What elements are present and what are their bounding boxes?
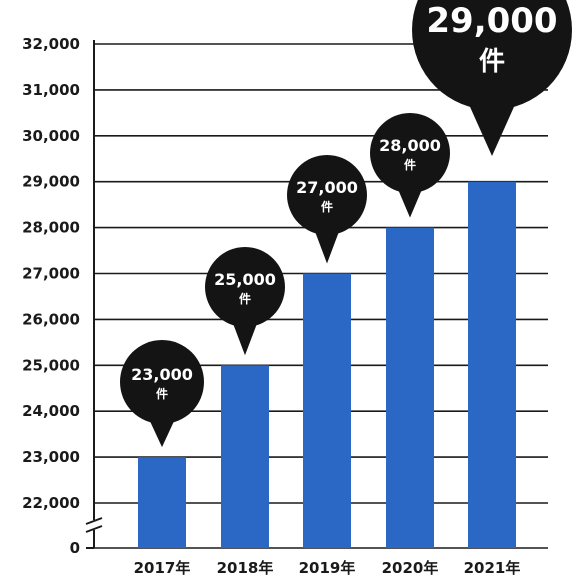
value-bubble: 29,000 件 <box>412 0 572 156</box>
value-bubble: 28,000 件 <box>370 113 450 218</box>
bubble-circle <box>412 0 572 110</box>
value-bubble: 25,000 件 <box>205 247 285 356</box>
y-tick-labels: 0 22,000 23,000 24,000 25,000 26,000 27,000 28,… <box>22 35 80 557</box>
bar <box>303 273 351 548</box>
bubble-circle <box>205 247 285 327</box>
bar-value-label: 29,000 <box>426 1 557 41</box>
bar-value-label: 23,000 <box>131 365 193 384</box>
bubble-circle <box>120 340 204 424</box>
bubble-pointer <box>148 418 176 448</box>
y-tick-label: 31,000 <box>22 81 80 99</box>
x-tick-label: 2019年 <box>299 559 356 577</box>
y-tick-label: 22,000 <box>22 494 80 512</box>
y-tick-label: 0 <box>70 539 80 557</box>
bar-value-unit: 件 <box>321 199 333 214</box>
bubble-pointer <box>397 187 423 218</box>
y-tick-label: 29,000 <box>22 173 80 191</box>
bubble-pointer <box>466 98 518 156</box>
value-bubbles: 23,000 件 25,000 件 27,000 件 28,000 件 29,000 件 <box>120 0 572 448</box>
axis-break-mark <box>85 517 103 525</box>
bubble-pointer <box>314 229 340 264</box>
bar <box>386 227 434 548</box>
bar-value-label: 28,000 <box>379 136 441 155</box>
bar-value-unit: 件 <box>479 47 505 77</box>
x-tick-label: 2020年 <box>382 559 439 577</box>
y-tick-label: 23,000 <box>22 448 80 466</box>
y-tick-label: 25,000 <box>22 356 80 374</box>
axis-break-mark <box>85 525 103 533</box>
y-tick-label: 26,000 <box>22 310 80 328</box>
y-tick-label: 32,000 <box>22 35 80 53</box>
x-tick-label: 2017年 <box>134 559 191 577</box>
bubble-circle <box>370 113 450 193</box>
y-tick-label: 27,000 <box>22 265 80 283</box>
bubble-pointer <box>232 321 258 356</box>
axes <box>85 40 103 549</box>
value-bubble: 23,000 件 <box>120 340 204 448</box>
bar <box>138 457 186 548</box>
bars <box>138 181 516 548</box>
x-tick-label: 2018年 <box>217 559 274 577</box>
bubble-circle <box>287 155 367 235</box>
bar-value-label: 27,000 <box>296 178 358 197</box>
x-tick-labels: 2017年 2018年 2019年 2020年 2021年 <box>134 559 521 577</box>
bar-value-unit: 件 <box>404 157 416 172</box>
bar <box>221 365 269 548</box>
y-tick-label: 30,000 <box>22 127 80 145</box>
y-tick-label: 24,000 <box>22 402 80 420</box>
value-bubble: 27,000 件 <box>287 155 367 264</box>
x-tick-label: 2021年 <box>464 559 521 577</box>
bar-value-label: 25,000 <box>214 270 276 289</box>
bar-value-unit: 件 <box>156 386 168 401</box>
y-tick-label: 28,000 <box>22 219 80 237</box>
bar-value-unit: 件 <box>239 291 251 306</box>
bar <box>468 181 516 548</box>
